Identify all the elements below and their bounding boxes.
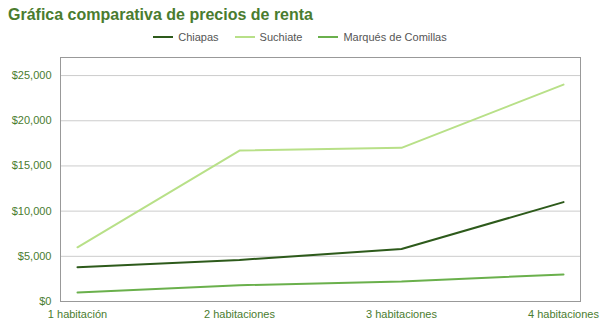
html-text:Gráfica comparativa de precios: Gráfica comparativa de precios de renta (8, 6, 313, 23)
svg-text:3 habitaciones: 3 habitaciones (366, 308, 437, 320)
svg-text:1 habitación: 1 habitación (48, 308, 107, 320)
svg-text:$0: $0 (39, 295, 51, 307)
svg-text:$20,000: $20,000 (12, 114, 52, 126)
svg-text:4 habitaciones: 4 habitaciones (528, 308, 599, 320)
html-text:Suchiate: Suchiate (259, 31, 303, 43)
svg-text:$15,000: $15,000 (12, 159, 52, 171)
svg-text:$5,000: $5,000 (18, 250, 52, 262)
html-text:Chiapas: Chiapas (178, 31, 219, 43)
svg-text:2 habitaciones: 2 habitaciones (204, 308, 275, 320)
html-text:Marqués de Comillas: Marqués de Comillas (343, 31, 447, 43)
svg-text:$25,000: $25,000 (12, 69, 52, 81)
svg-text:$10,000: $10,000 (12, 205, 52, 217)
